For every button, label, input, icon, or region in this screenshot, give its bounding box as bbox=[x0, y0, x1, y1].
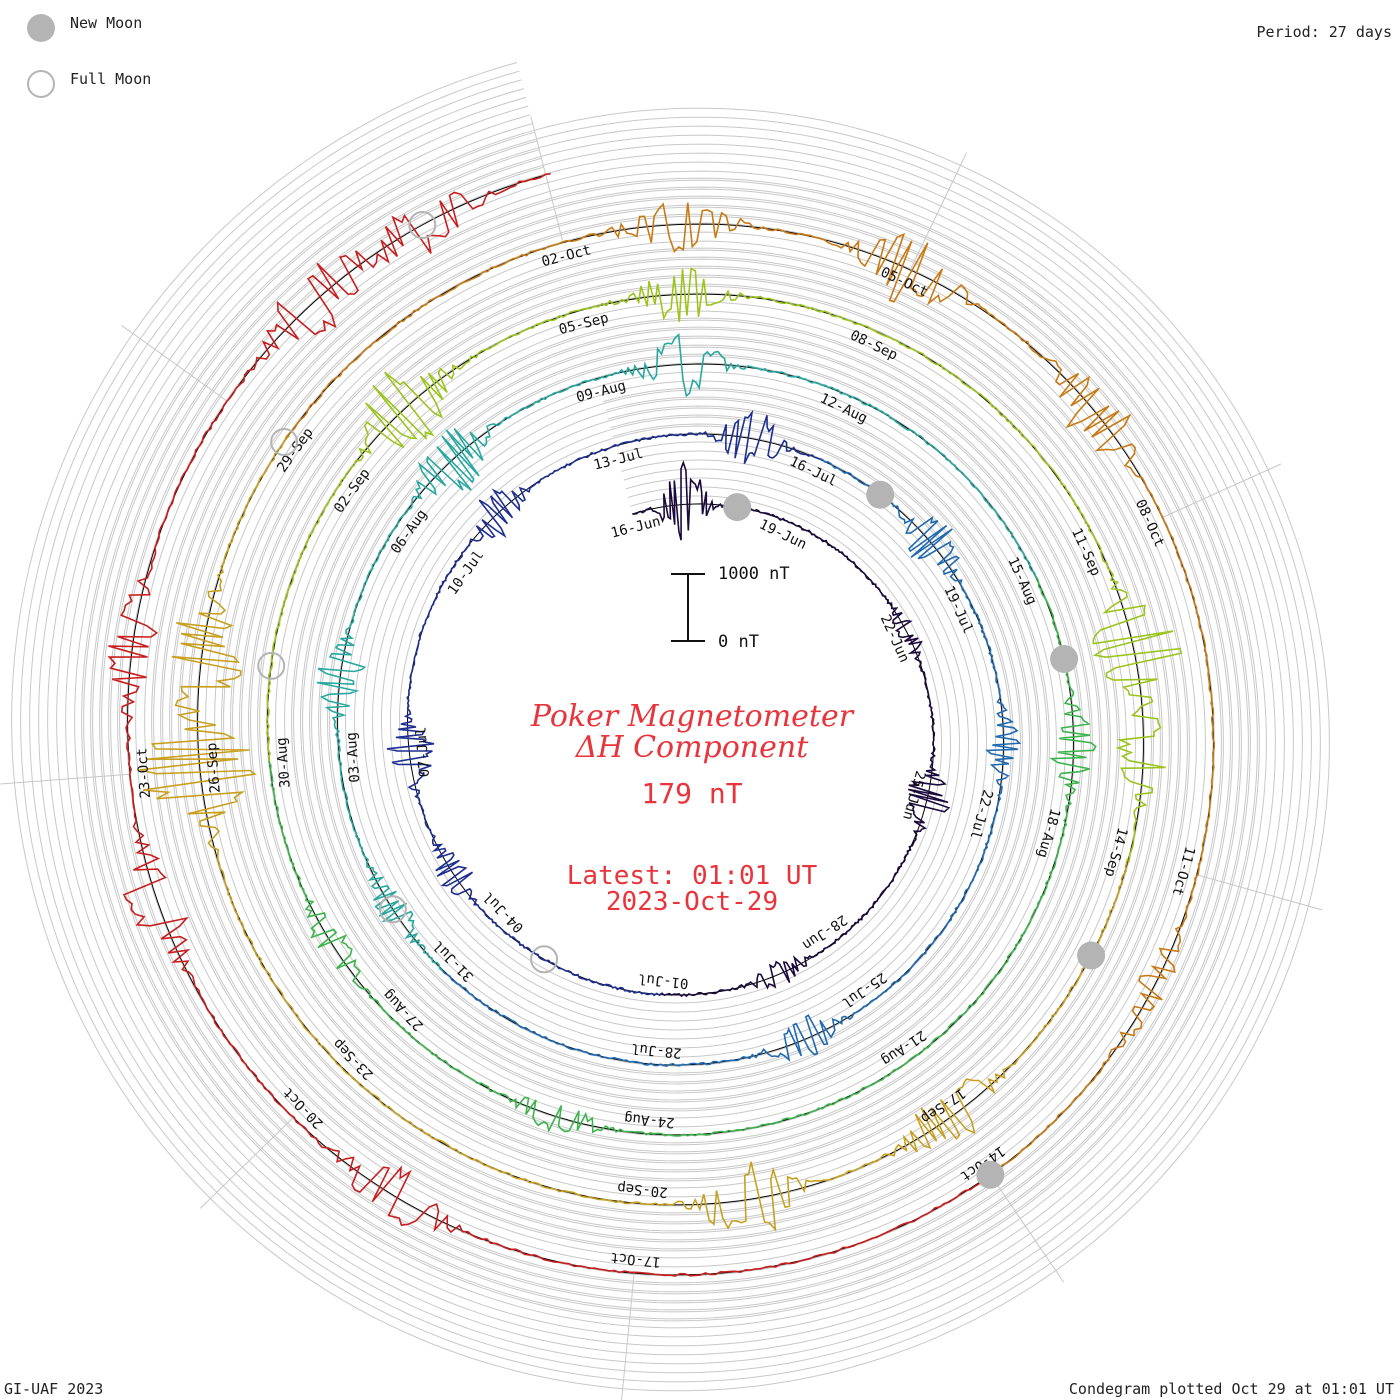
footer-plot-time: Condegram plotted Oct 29 at 01:01 UT bbox=[1069, 1380, 1394, 1398]
grid-spiral bbox=[11, 62, 1330, 1392]
new-moon-marker bbox=[976, 1160, 1005, 1189]
date-tick-label: 30-Aug bbox=[274, 737, 294, 789]
full-moon-legend-label: Full Moon bbox=[70, 70, 151, 88]
full-moon-marker bbox=[530, 945, 559, 974]
grid-spiral bbox=[47, 96, 1294, 1356]
grid-spoke bbox=[1196, 874, 1323, 911]
grid-spiral bbox=[83, 131, 1258, 1320]
date-tick-label: 23-Oct bbox=[134, 747, 154, 799]
new-moon-marker bbox=[1077, 941, 1106, 970]
grid-spoke bbox=[989, 1174, 1065, 1283]
grid-spoke bbox=[909, 152, 968, 271]
chart-title-line2: ΔH Component bbox=[575, 730, 809, 765]
full-moon-marker bbox=[257, 651, 286, 680]
grid-spiral bbox=[74, 123, 1267, 1329]
new-moon-marker bbox=[1050, 645, 1079, 673]
grid-spiral bbox=[101, 149, 1240, 1302]
period-label: Period: 27 days bbox=[1257, 23, 1392, 41]
date-tick-label: 01-Jul bbox=[637, 970, 689, 991]
series-line bbox=[139, 435, 1129, 1232]
series-line bbox=[107, 173, 987, 1277]
date-tick-label: 19-Jul bbox=[941, 584, 976, 637]
new-moon-marker bbox=[866, 480, 895, 509]
grid-spoke bbox=[121, 324, 228, 402]
date-tick-label: 16-Jun bbox=[609, 514, 662, 542]
latest-date: 2023-Oct-29 bbox=[606, 887, 778, 917]
grid-spiral bbox=[65, 114, 1276, 1338]
grid-spiral bbox=[110, 157, 1231, 1293]
date-tick-label: 17-Oct bbox=[610, 1249, 662, 1270]
new-moon-legend-label: New Moon bbox=[70, 14, 142, 32]
footer-credit: GI-UAF 2023 bbox=[4, 1380, 103, 1398]
series-line bbox=[268, 576, 1097, 1137]
full-moon-marker bbox=[270, 428, 299, 456]
grid-spiral bbox=[20, 70, 1321, 1383]
moon-marker-layer bbox=[257, 211, 1106, 1189]
scale-bar-bottom-label: 0 nT bbox=[718, 632, 759, 652]
date-tick-label: 04-Jul bbox=[480, 888, 527, 935]
grid-spoke bbox=[621, 1273, 635, 1400]
series-line bbox=[316, 333, 1038, 972]
grid-spoke bbox=[1162, 463, 1282, 518]
series-line bbox=[439, 457, 1022, 1067]
grid-spiral bbox=[119, 166, 1222, 1284]
new-moon-legend-icon bbox=[27, 14, 55, 42]
grid-spoke bbox=[0, 773, 131, 785]
full-moon-legend-icon bbox=[27, 70, 55, 98]
grid-spoke bbox=[199, 1117, 294, 1209]
date-tick-label: 19-Jun bbox=[757, 517, 810, 553]
date-tick-label: 03-Aug bbox=[344, 731, 364, 783]
series-line bbox=[265, 267, 1183, 863]
spoke-layer bbox=[0, 116, 1323, 1400]
grid-spiral bbox=[29, 79, 1312, 1374]
full-moon-marker bbox=[408, 211, 437, 239]
date-tick-label: 24-Aug bbox=[623, 1110, 675, 1131]
grid-spoke bbox=[530, 116, 564, 243]
series-line bbox=[632, 460, 951, 998]
date-tick-label: 26-Sep bbox=[204, 742, 224, 794]
series-layer bbox=[107, 173, 1215, 1277]
grid-spiral bbox=[38, 88, 1303, 1365]
grid-layer bbox=[11, 62, 1330, 1392]
new-moon-marker bbox=[723, 493, 752, 522]
grid-spiral bbox=[92, 140, 1249, 1311]
full-moon-marker bbox=[378, 895, 407, 924]
scale-bar: 1000 nT 0 nT bbox=[671, 564, 790, 652]
latest-time: Latest: 01:01 UT bbox=[567, 861, 818, 891]
date-tick-label: 20-Sep bbox=[617, 1179, 669, 1200]
current-value: 179 nT bbox=[641, 777, 742, 810]
date-tick-label: 28-Jul bbox=[630, 1040, 682, 1061]
date-tick-label: 07-Jul bbox=[413, 726, 433, 778]
series-line bbox=[386, 409, 823, 997]
chart-title-line1: Poker Magnetometer bbox=[530, 699, 855, 734]
date-tick-label: 13-Jul bbox=[592, 446, 645, 474]
scale-bar-top-label: 1000 nT bbox=[718, 564, 790, 584]
series-line bbox=[284, 202, 1215, 1181]
